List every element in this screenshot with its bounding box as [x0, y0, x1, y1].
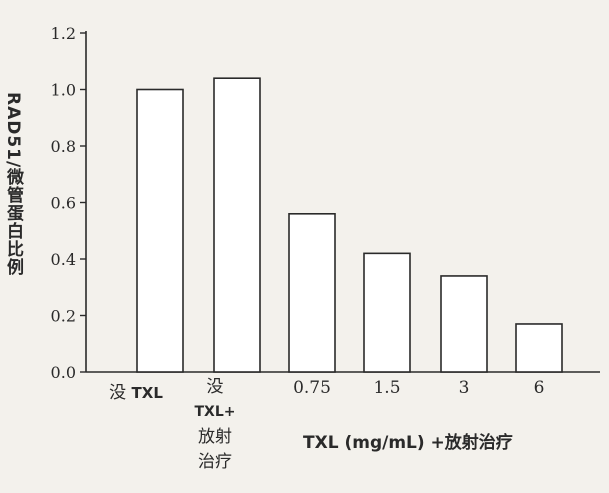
bar — [288, 213, 336, 373]
y-ticks-layer: 0.0 0.2 0.4 0.6 0.8 1.0 1.2 — [51, 24, 86, 382]
x-tick-label-latin: TXL+ — [194, 404, 236, 420]
x-axis-label: TXL (mg/mL) +放射治疗 — [303, 433, 513, 453]
bar — [363, 252, 411, 373]
x-tick-label: 0.75 — [293, 378, 331, 398]
x-tick-label-cn-line2: 放射 — [198, 427, 232, 447]
x-tick-label: 6 — [533, 378, 545, 398]
x-tick-label-latin: TXL — [131, 384, 163, 402]
bars-layer — [136, 77, 563, 373]
bar — [136, 88, 184, 373]
y-axis-label: RAD51/微管蛋白比例 — [3, 92, 23, 277]
y-tick-label: 1.2 — [51, 24, 76, 43]
x-tick-label: 没 TXL+ 放射 治疗 — [195, 375, 236, 475]
x-tick-label: 3 — [458, 378, 470, 398]
bar — [440, 275, 488, 373]
x-tick-label-cn: 没 — [206, 377, 224, 397]
bar — [213, 77, 261, 373]
x-tick-label-cn-line3: 治疗 — [198, 452, 232, 472]
x-tick-label-cn: 没 — [109, 383, 127, 403]
y-tick-label: 0.2 — [51, 307, 76, 326]
y-tick-label: 0.8 — [51, 137, 76, 156]
y-tick-label: 0.0 — [51, 363, 76, 382]
y-tick-label: 1.0 — [51, 81, 76, 100]
bar — [515, 323, 563, 373]
x-tick-label: 1.5 — [373, 378, 401, 398]
y-tick-label: 0.4 — [51, 250, 76, 269]
y-tick-label: 0.6 — [51, 194, 76, 213]
x-tick-label: 没 TXL — [109, 378, 163, 403]
